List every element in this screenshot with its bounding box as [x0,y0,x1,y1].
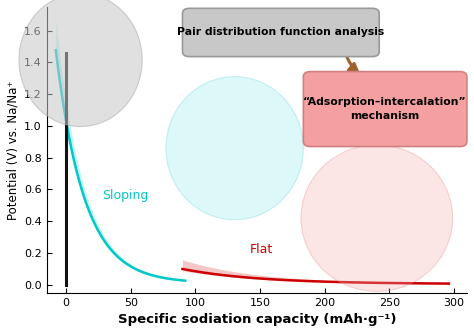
Y-axis label: Potential (V) vs. Na/Na⁺: Potential (V) vs. Na/Na⁺ [7,80,20,219]
Text: Flat: Flat [250,243,273,256]
Text: “Adsorption–intercalation”
mechanism: “Adsorption–intercalation” mechanism [303,97,467,121]
X-axis label: Specific sodiation capacity (mAh·g⁻¹): Specific sodiation capacity (mAh·g⁻¹) [118,313,396,326]
Text: Pair distribution function analysis: Pair distribution function analysis [177,27,384,38]
Text: Sloping: Sloping [102,189,149,202]
